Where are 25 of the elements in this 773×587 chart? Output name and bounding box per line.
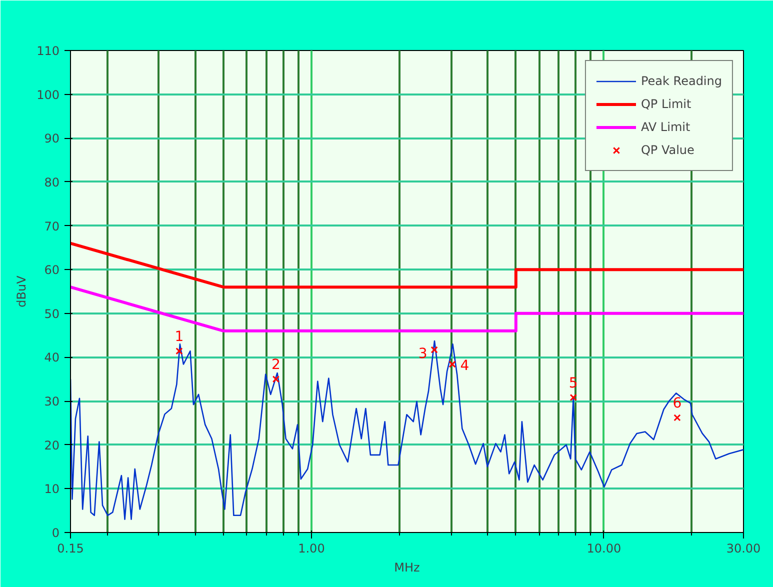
x-axis-title: MHz	[394, 560, 420, 574]
y-tick-label: 70	[44, 219, 60, 234]
y-tick-label: 90	[44, 132, 60, 146]
y-tick-label: 80	[44, 175, 60, 190]
x-tick-label: 30.00	[726, 542, 761, 556]
x-tick-label: 0.15	[57, 542, 84, 556]
x-tick-label: 10.00	[586, 542, 622, 556]
legend-label: Peak Reading	[640, 74, 722, 88]
y-axis-title: dBuV	[14, 274, 29, 308]
x-tick-label: 1.00	[298, 542, 325, 556]
y-tick-label: 50	[44, 306, 60, 321]
y-tick-label: 20	[44, 438, 60, 452]
y-tick-label: 0	[52, 526, 60, 540]
y-tick-label: 30	[44, 394, 60, 409]
annotation: 4	[460, 358, 470, 374]
y-tick-label: 10	[44, 482, 60, 496]
y-tick-label: 110	[36, 44, 60, 58]
y-tick-label: 100	[36, 88, 60, 102]
y-tick-label: 40	[44, 350, 60, 365]
legend-label: QP Limit	[640, 97, 692, 111]
y-tick-label: 60	[44, 263, 60, 278]
annotation: 2	[271, 357, 280, 374]
legend-label: QP Value	[640, 143, 694, 157]
annotation: 1	[174, 329, 184, 346]
legend-label: AV Limit	[640, 120, 690, 134]
